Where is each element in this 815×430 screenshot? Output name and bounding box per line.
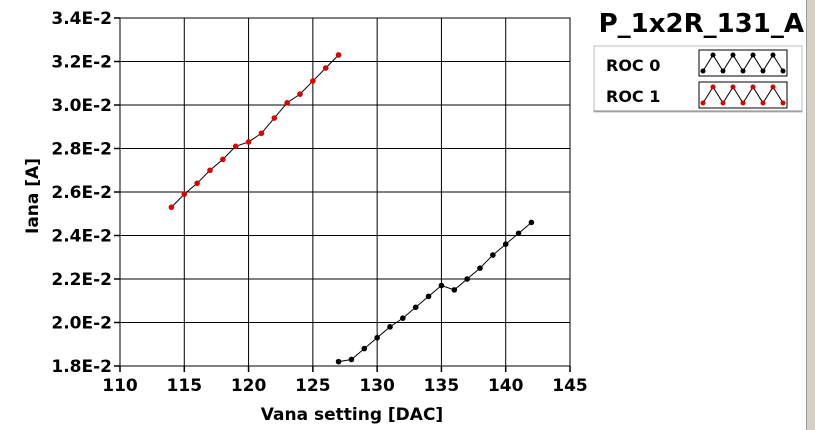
series-line-roc1 (171, 54, 339, 208)
legend-swatch-marker (730, 84, 736, 90)
data-point-roc0 (412, 304, 419, 311)
data-point-roc1 (245, 139, 252, 145)
data-point-roc0 (400, 315, 406, 321)
legend-swatch-marker (770, 52, 776, 58)
y-tick-label: 3.4E-2 (51, 9, 112, 29)
data-point-roc0 (348, 356, 355, 363)
x-tick-label: 145 (552, 376, 588, 396)
y-tick-label: 2.4E-2 (51, 227, 112, 247)
data-point-roc0 (425, 293, 432, 300)
data-point-roc1 (194, 180, 200, 187)
legend-swatch-marker (750, 52, 756, 58)
data-point-roc1 (258, 130, 265, 137)
data-point-roc1 (284, 100, 290, 106)
x-tick-label: 140 (488, 376, 524, 396)
x-tick-label: 115 (167, 376, 203, 396)
data-point-roc0 (490, 252, 496, 258)
grid (119, 17, 571, 367)
legend-swatch-marker (720, 100, 726, 106)
data-point-roc1 (168, 204, 175, 211)
data-point-roc1 (181, 191, 188, 197)
series-layer (168, 52, 535, 365)
legend-swatch-marker (770, 84, 776, 90)
data-point-roc0 (451, 287, 458, 293)
legend: ROC 0 ROC 1 (593, 45, 803, 113)
data-point-roc1 (207, 167, 213, 174)
legend-label-roc0: ROC 0 (606, 56, 660, 75)
plot-title: P_1x2R_131_A (599, 9, 804, 39)
data-point-roc1 (322, 65, 329, 71)
y-tick-label: 3.2E-2 (51, 53, 112, 73)
data-point-roc0 (374, 334, 380, 341)
data-point-roc0 (438, 282, 445, 289)
y-tick-label: 3.0E-2 (51, 96, 112, 116)
legend-swatch-marker (710, 84, 716, 90)
legend-swatch-roc1 (698, 81, 788, 109)
data-point-roc0 (477, 265, 483, 271)
legend-swatch-marker (740, 68, 746, 74)
x-tick-label: 120 (231, 376, 267, 396)
window-edge (806, 0, 815, 430)
legend-swatch-marker (780, 68, 786, 74)
y-tick-label: 2.2E-2 (51, 270, 112, 290)
x-axis-title: Vana setting [DAC] (261, 405, 443, 425)
data-point-roc1 (220, 156, 226, 163)
x-tick-label: 125 (295, 376, 331, 396)
data-point-roc0 (464, 276, 470, 282)
legend-swatch-marker (740, 100, 746, 106)
data-point-roc1 (297, 91, 303, 97)
legend-swatch-marker (720, 68, 726, 74)
y-tick-label: 2.0E-2 (51, 314, 112, 334)
x-tick-label: 135 (424, 376, 460, 396)
ticks: 110 115 120 125 130 135 140 145 1.8E-2 2.0E-2 2.2E… (51, 9, 587, 396)
data-point-roc1 (271, 115, 278, 121)
y-tick-label: 1.8E-2 (51, 357, 112, 377)
legend-swatch-marker (780, 100, 786, 106)
legend-swatch-roc0 (698, 49, 788, 77)
legend-swatch-marker (700, 100, 706, 106)
x-tick-label: 110 (102, 376, 138, 396)
data-point-roc0 (361, 345, 368, 352)
y-tick-label: 2.6E-2 (51, 183, 112, 203)
data-point-roc1 (335, 52, 342, 58)
legend-swatch-marker (760, 100, 766, 106)
data-point-roc0 (502, 241, 509, 247)
series-line-roc0 (338, 222, 532, 363)
data-point-roc1 (232, 143, 239, 150)
x-tick-label: 130 (359, 376, 395, 396)
data-point-roc0 (515, 230, 522, 237)
legend-swatch-marker (760, 68, 766, 74)
y-axis-title: Iana [A] (23, 158, 43, 234)
data-point-roc1 (310, 78, 316, 84)
legend-label-roc1: ROC 1 (606, 87, 660, 106)
legend-swatch-marker (730, 52, 736, 58)
legend-swatch-marker (700, 68, 706, 74)
data-point-roc0 (387, 324, 393, 330)
data-point-roc0 (335, 358, 342, 365)
legend-swatch-marker (710, 52, 716, 58)
y-tick-label: 2.8E-2 (51, 140, 112, 160)
data-point-roc0 (528, 219, 535, 226)
legend-swatch-marker (750, 84, 756, 90)
